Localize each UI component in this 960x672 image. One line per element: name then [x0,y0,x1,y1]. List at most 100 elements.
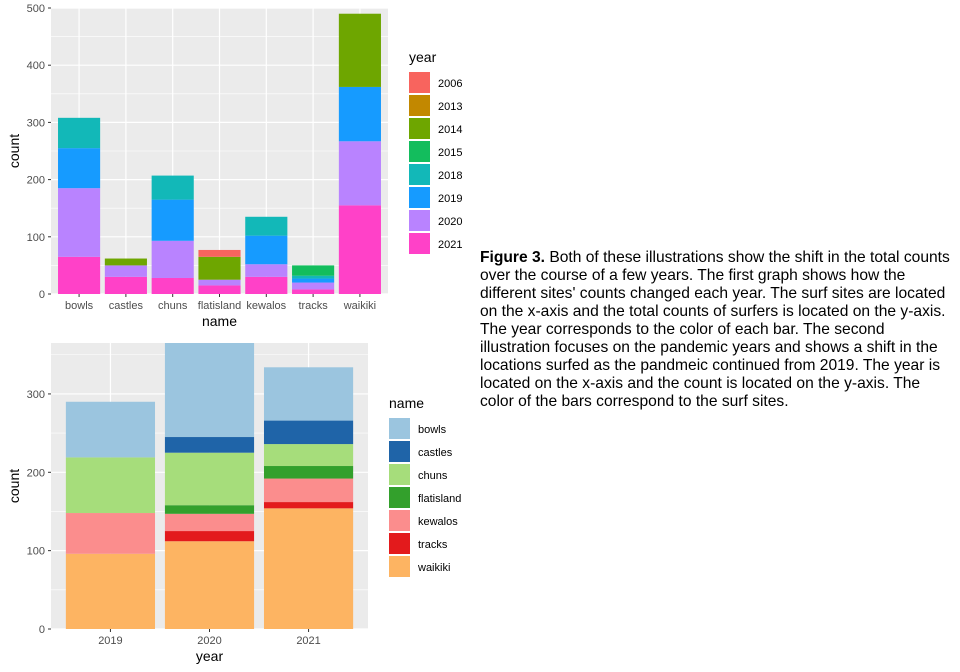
chart1-bar-castles-2014 [104,258,147,266]
chart1-bar-kewalos-2021 [245,276,288,294]
chart1-bar-flatisland-2006 [198,249,241,257]
chart1-bar-waikiki-2020 [338,141,381,206]
chart1-bar-chuns-2021 [151,277,194,294]
chart1-legend-title: year [409,49,437,65]
chart2-bar-2020-waikiki [164,541,255,629]
chart1-legend-key-2020 [409,210,430,231]
chart2-bar-2020-chuns [164,452,255,506]
chart2-bar-2020-castles [164,437,255,453]
chart2-bar-2021-chuns [263,444,354,467]
chart1-bar-bowls-2018 [58,117,101,149]
chart1-legend-label-2018: 2018 [438,170,462,182]
chart2-legend-label-bowls: bowls [418,424,447,436]
chart1-legend-key-2018 [409,164,430,185]
chart2-xtick-label: 2021 [296,635,320,647]
chart1-bar-flatisland-2014 [198,256,241,280]
chart2-bar-2021-castles [263,420,354,445]
chart1-bar-castles-2020 [104,265,147,277]
chart2-legend-key-bowls [389,418,410,439]
chart1-xtick-label: flatisland [198,300,241,312]
chart-counts-by-site: 0 100 200 300 400 500 bowls castles chuns flatisl… [6,3,462,329]
chart2-legend-label-tracks: tracks [418,539,448,551]
chart1-ytick-label: 400 [27,60,45,72]
chart2-ytick-label: 100 [27,546,45,558]
chart1-x-axis-title: name [202,313,237,329]
chart1-ytick-label: 0 [39,289,45,301]
chart2-bar-2019-kewalos [65,513,156,554]
chart2-bar-2020-tracks [164,531,255,542]
chart2-legend-key-castles [389,441,410,462]
chart2-legend-key-kewalos [389,510,410,531]
chart1-bar-tracks-2019 [292,278,335,283]
chart1-y-axis-title: count [6,134,22,168]
chart1-legend-key-2013 [409,95,430,116]
chart2-ytick-label: 0 [39,624,45,636]
chart1-bar-tracks-2020 [292,282,335,290]
chart1-legend-key-2015 [409,141,430,162]
chart2-legend-key-waikiki [389,556,410,577]
chart1-xtick-label: bowls [65,300,94,312]
chart2-legend-key-chuns [389,464,410,485]
chart1-bar-tracks-2018 [292,275,335,279]
chart1-ytick-label: 500 [27,3,45,15]
chart2-legend-label-flatisland: flatisland [418,493,461,505]
chart2-x-axis-title: year [196,648,224,664]
chart1-bar-kewalos-2019 [245,235,288,265]
chart2-bar-2020-kewalos [164,513,255,532]
chart1-ytick-label: 200 [27,175,45,187]
chart1-legend-label-2013: 2013 [438,101,462,113]
chart-counts-by-year: 0 100 200 300 2019 2020 2021 year count name bowls… [6,343,461,664]
chart1-legend-label-2020: 2020 [438,216,462,228]
chart1-bar-waikiki-2021 [338,205,381,294]
chart2-ytick-label: 200 [27,467,45,479]
chart2-xtick-label: 2020 [197,635,221,647]
chart2-legend-label-waikiki: waikiki [417,562,450,574]
chart1-bar-tracks-2015 [292,265,335,276]
chart2-legend-label-kewalos: kewalos [418,516,458,528]
chart2-legend-label-chuns: chuns [418,470,448,482]
chart1-bar-waikiki-2019 [338,86,381,142]
chart2-xtick-label: 2019 [98,635,122,647]
chart2-legend-key-tracks [389,533,410,554]
chart1-legend-label-2014: 2014 [438,124,462,136]
chart2-bar-2019-waikiki [65,553,156,629]
chart1-legend-label-2019: 2019 [438,193,462,205]
chart2-bar-2021-kewalos [263,478,354,503]
chart1-bar-castles-2021 [104,276,147,294]
chart1-xtick-label: tracks [298,300,328,312]
chart2-ytick-label: 300 [27,389,45,401]
chart1-bar-chuns-2019 [151,199,194,241]
chart1-legend-key-2021 [409,233,430,254]
chart2-bar-2021-tracks [263,502,354,509]
chart1-bar-kewalos-2018 [245,216,288,236]
chart2-legend-label-castles: castles [418,447,453,459]
chart1-legend-key-2019 [409,187,430,208]
chart2-legend-key-flatisland [389,487,410,508]
chart1-bar-bowls-2021 [58,256,101,294]
chart1-legend-label-2006: 2006 [438,78,462,90]
chart2-bar-2020-flatisland [164,505,255,514]
chart2-bar-2021-waikiki [263,508,354,629]
chart2-bar-2020-bowls [164,343,255,438]
chart1-bar-tracks-2021 [292,289,335,294]
chart1-legend-label-2021: 2021 [438,239,462,251]
chart1-bar-flatisland-2021 [198,285,241,294]
chart1-bar-waikiki-2014 [338,13,381,87]
chart1-xtick-label: waikiki [343,300,376,312]
chart1-bar-chuns-2018 [151,175,194,200]
chart2-bar-2019-bowls [65,401,156,458]
chart1-bar-bowls-2019 [58,148,101,189]
chart2-bar-2019-chuns [65,457,156,514]
chart1-ytick-label: 300 [27,117,45,129]
chart1-ytick-label: 100 [27,232,45,244]
chart1-xtick-label: kewalos [246,300,286,312]
chart1-bar-kewalos-2020 [245,264,288,277]
chart2-y-axis-title: count [6,469,22,503]
chart1-legend-label-2015: 2015 [438,147,462,159]
caption-label: Figure 3. [480,249,545,266]
chart1-bar-chuns-2020 [151,240,194,278]
caption-text: Both of these illustrations show the shi… [480,249,950,410]
chart2-bar-2021-flatisland [263,466,354,479]
chart1-bar-bowls-2020 [58,188,101,257]
chart1-xtick-label: chuns [158,300,188,312]
